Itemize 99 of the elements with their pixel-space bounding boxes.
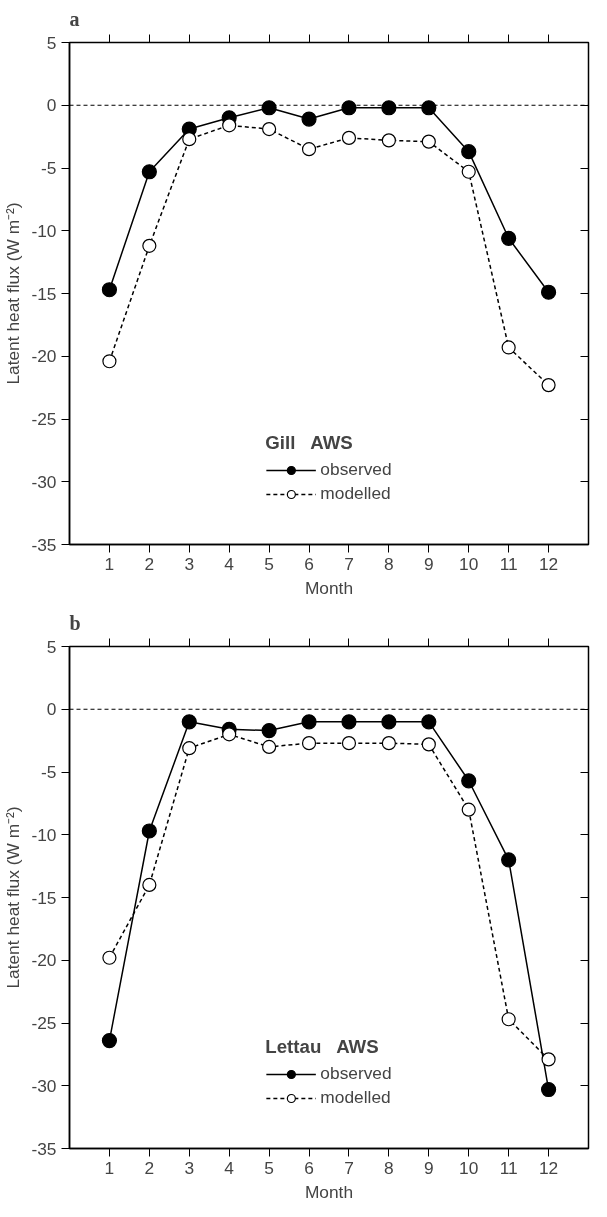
y-axis-title: Latent heat flux (W m⁻²) (3, 806, 24, 989)
point (301, 111, 317, 127)
point (182, 132, 197, 147)
point (262, 122, 277, 137)
point (381, 714, 397, 730)
point (222, 727, 237, 742)
point (461, 164, 476, 179)
point (261, 723, 277, 739)
point (101, 282, 118, 298)
y-tick-label: -20 (31, 950, 57, 971)
x-tick-label: 1 (104, 553, 115, 574)
x-tick-label: 12 (538, 1157, 559, 1178)
point (341, 130, 357, 145)
point (421, 737, 436, 752)
x-tick-label: 3 (184, 553, 195, 574)
point (501, 1012, 516, 1027)
x-tick-label: 1 (104, 1157, 115, 1178)
legend-title: Lettau AWS (265, 1036, 380, 1058)
y-tick-label: 0 (46, 95, 57, 116)
point (141, 164, 157, 180)
point (541, 1052, 556, 1067)
x-tick-label: 11 (499, 553, 518, 574)
x-tick-label: 11 (499, 1157, 518, 1178)
point (182, 741, 197, 756)
legend-title: Gill AWS (265, 432, 354, 454)
y-tick-label: 5 (46, 636, 57, 657)
point (501, 340, 516, 355)
point (301, 714, 317, 730)
y-tick-label: -35 (31, 534, 57, 555)
point (540, 284, 557, 300)
point (421, 100, 437, 116)
y-axis-title: Latent heat flux (W m⁻²) (3, 202, 24, 385)
y-tick-label: -30 (31, 1075, 57, 1096)
x-axis-title: Month (304, 1181, 354, 1202)
x-tick-label: 7 (344, 1157, 354, 1178)
point (501, 230, 517, 246)
legend-label: modelled (320, 483, 391, 504)
legend-label: observed (320, 459, 392, 480)
x-tick-label: 6 (304, 553, 314, 574)
point (381, 100, 397, 116)
y-tick-label: -35 (31, 1138, 57, 1159)
legend-label: observed (320, 1063, 392, 1084)
point (421, 134, 436, 149)
y-tick-label: -25 (31, 1013, 57, 1033)
x-tick-label: 5 (264, 553, 274, 574)
x-tick-label: 8 (384, 1157, 394, 1178)
x-tick-label: 10 (459, 1157, 479, 1178)
x-tick-label: 9 (423, 553, 434, 574)
point (141, 823, 157, 839)
point (541, 378, 556, 393)
point (222, 118, 237, 133)
y-tick-label: -15 (31, 887, 57, 908)
point (381, 133, 396, 148)
point (461, 802, 476, 817)
y-tick-label: 5 (46, 32, 57, 53)
y-tick-label: -20 (31, 346, 57, 367)
y-tick-label: -25 (31, 409, 57, 429)
x-tick-label: 10 (459, 553, 479, 574)
point (102, 950, 117, 965)
point (262, 739, 277, 754)
x-tick-label: 7 (344, 553, 354, 574)
point (301, 736, 317, 751)
x-tick-label: 8 (384, 553, 394, 574)
y-tick-label: -5 (41, 158, 57, 178)
y-tick-label: -15 (31, 283, 57, 304)
point (341, 736, 357, 751)
point (501, 852, 517, 868)
point (142, 877, 157, 893)
point (461, 144, 477, 160)
legend-label: modelled (320, 1087, 391, 1108)
x-tick-label: 3 (184, 1157, 195, 1178)
x-tick-label: 12 (538, 553, 559, 574)
point (341, 714, 357, 730)
chart-title: b (69, 611, 81, 634)
point (540, 1081, 557, 1098)
x-tick-label: 6 (304, 1157, 314, 1178)
x-tick-label: 5 (264, 1157, 274, 1178)
y-tick-label: 0 (46, 699, 57, 720)
x-tick-label: 9 (423, 1157, 434, 1178)
y-tick-label: -5 (41, 762, 57, 782)
point (301, 142, 317, 157)
point (101, 1032, 118, 1049)
point (181, 714, 197, 730)
point (341, 100, 357, 116)
y-tick-label: -10 (31, 824, 57, 845)
point (261, 100, 277, 116)
y-tick-label: -10 (31, 220, 57, 241)
x-tick-label: 4 (224, 1157, 235, 1178)
point (421, 714, 437, 730)
x-axis-title: Month (304, 577, 354, 598)
point (102, 354, 117, 369)
y-tick-label: -30 (31, 471, 57, 492)
x-tick-label: 2 (144, 553, 155, 574)
chart-title: a (69, 7, 80, 30)
point (381, 736, 396, 751)
point (461, 773, 477, 789)
point (142, 238, 157, 253)
x-tick-label: 2 (144, 1157, 155, 1178)
x-tick-label: 4 (224, 553, 235, 574)
